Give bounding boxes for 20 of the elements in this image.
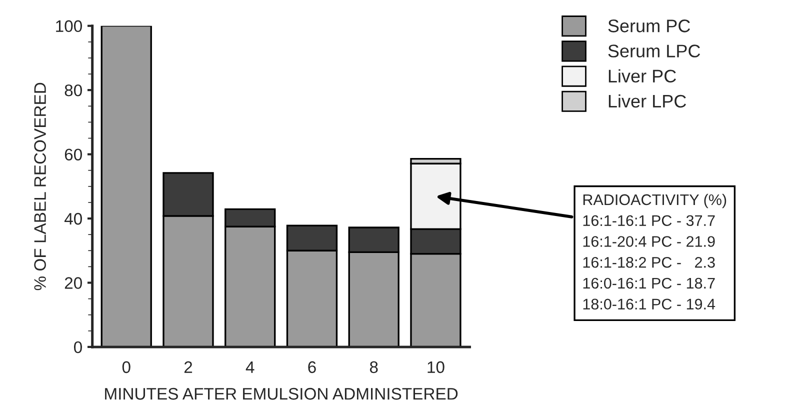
y-tick-label: 60 bbox=[64, 148, 82, 160]
legend-label: Liver PC bbox=[608, 69, 676, 83]
x-tick-label: 2 bbox=[184, 361, 192, 373]
x-axis-title: MINUTES AFTER EMULSION ADMINISTERED bbox=[105, 388, 458, 400]
legend-label: Serum PC bbox=[608, 20, 690, 32]
y-tick-label: 20 bbox=[64, 277, 82, 289]
x-tick-label: 0 bbox=[122, 361, 130, 374]
y-tick-label: 80 bbox=[64, 84, 82, 96]
y-tick-label: 100 bbox=[56, 20, 82, 32]
x-tick-label: 6 bbox=[308, 361, 316, 374]
x-tick-label: 10 bbox=[428, 361, 444, 374]
y-tick-label: 0 bbox=[74, 341, 82, 354]
legend-label: Serum LPC bbox=[608, 44, 700, 58]
x-tick-label: 4 bbox=[246, 361, 254, 373]
bar bbox=[100, 26, 152, 347]
x-tick-label: 8 bbox=[370, 361, 378, 374]
y-axis-title: % OF LABEL RECOVERED bbox=[34, 82, 46, 290]
text: RADIOACTIVITY (%) 16:1-16:1 PC - 37.7 16:1-20:4 PC - 21.9 16:1-18:2 PC - 2.3 16:0-16:1 PC - 18.7 18:0-16:1 PC - 19.4 bbox=[583, 194, 726, 310]
legend-label: Liver LPC bbox=[608, 94, 686, 108]
y-tick-label: 40 bbox=[64, 212, 82, 225]
